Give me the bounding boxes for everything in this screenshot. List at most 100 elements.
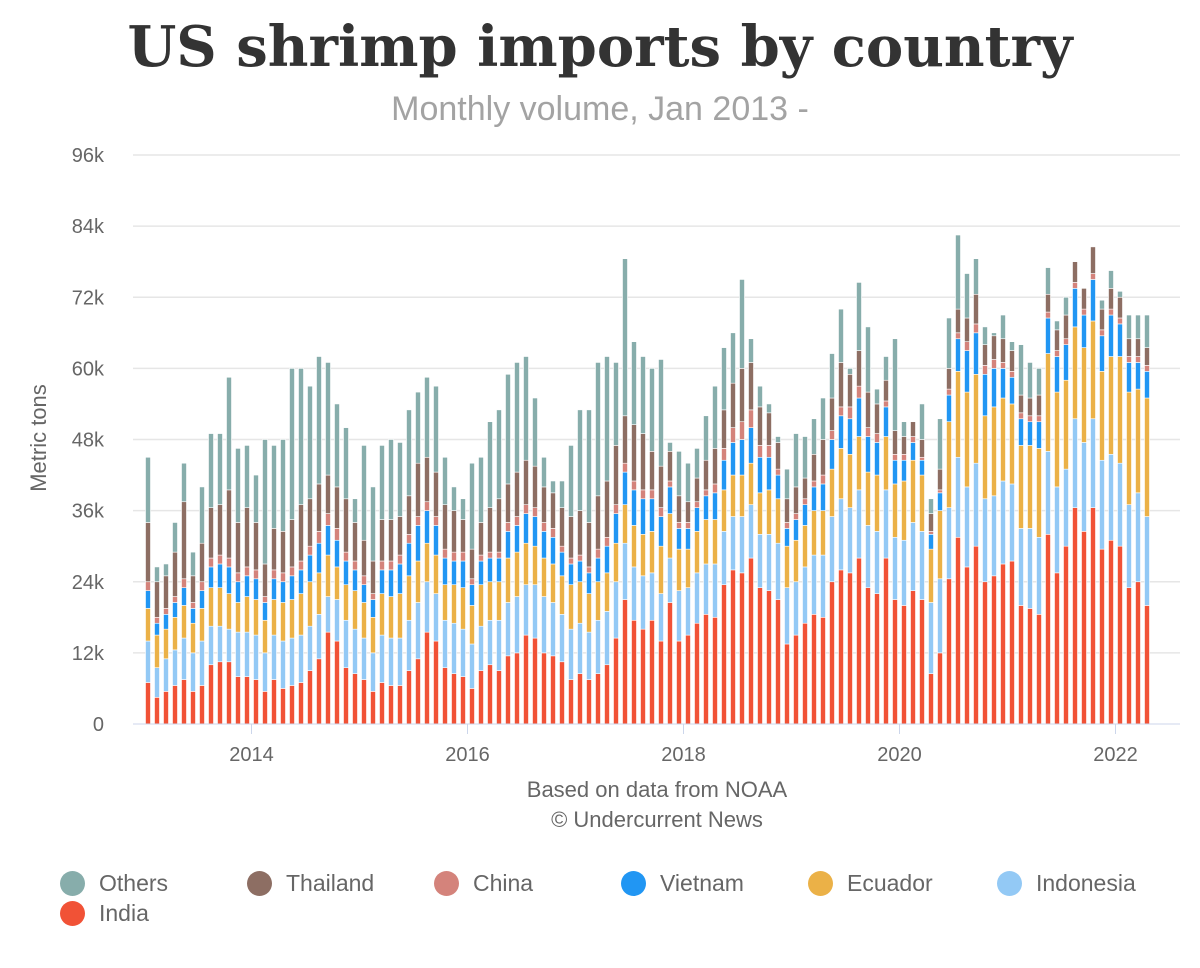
bar-segment-thailand[interactable] <box>226 489 232 559</box>
bar-segment-india[interactable] <box>811 614 817 725</box>
bar-segment-indonesia[interactable] <box>964 486 970 568</box>
bar-segment-ecuador[interactable] <box>703 519 709 565</box>
bar-segment-china[interactable] <box>244 566 250 577</box>
bar-segment-others[interactable] <box>172 522 178 553</box>
bar-segment-china[interactable] <box>856 385 862 399</box>
bar-segment-indonesia[interactable] <box>298 634 304 683</box>
bar-segment-vietnam[interactable] <box>775 474 781 500</box>
bar-segment-indonesia[interactable] <box>1000 480 1006 565</box>
bar-segment-india[interactable] <box>775 599 781 725</box>
bar-segment-china[interactable] <box>649 489 655 500</box>
bar-segment-others[interactable] <box>1126 314 1132 340</box>
legend-item-china[interactable]: China <box>434 868 533 898</box>
bar-segment-thailand[interactable] <box>253 522 259 571</box>
bar-segment-india[interactable] <box>847 572 853 725</box>
bar-segment-ecuador[interactable] <box>631 525 637 568</box>
bar-segment-vietnam[interactable] <box>838 415 844 449</box>
bar-segment-ecuador[interactable] <box>469 605 475 645</box>
bar-segment-thailand[interactable] <box>172 551 178 597</box>
bar-segment-india[interactable] <box>982 581 988 725</box>
bar-segment-india[interactable] <box>919 599 925 725</box>
bar-segment-india[interactable] <box>748 557 754 725</box>
bar-segment-others[interactable] <box>235 448 241 523</box>
bar-segment-china[interactable] <box>163 608 169 615</box>
bar-segment-others[interactable] <box>586 409 592 523</box>
bar-segment-ecuador[interactable] <box>343 584 349 621</box>
bar-segment-thailand[interactable] <box>1009 350 1015 372</box>
bar-segment-indonesia[interactable] <box>1009 483 1015 562</box>
bar-segment-others[interactable] <box>847 368 853 375</box>
bar-segment-indonesia[interactable] <box>217 625 223 663</box>
bar-segment-ecuador[interactable] <box>334 566 340 600</box>
bar-segment-ecuador[interactable] <box>856 436 862 491</box>
bar-segment-indonesia[interactable] <box>505 602 511 657</box>
bar-segment-thailand[interactable] <box>523 459 529 505</box>
bar-segment-china[interactable] <box>838 406 844 417</box>
bar-segment-thailand[interactable] <box>667 451 673 482</box>
bar-segment-ecuador[interactable] <box>676 548 682 591</box>
bar-segment-thailand[interactable] <box>217 504 223 556</box>
bar-segment-vietnam[interactable] <box>811 486 817 511</box>
bar-segment-indonesia[interactable] <box>1108 454 1114 541</box>
bar-segment-vietnam[interactable] <box>874 442 880 476</box>
bar-segment-ecuador[interactable] <box>397 593 403 639</box>
bar-segment-ecuador[interactable] <box>946 421 952 508</box>
bar-segment-ecuador[interactable] <box>244 596 250 633</box>
bar-segment-vietnam[interactable] <box>1018 418 1024 446</box>
bar-segment-vietnam[interactable] <box>1072 288 1078 328</box>
bar-segment-china[interactable] <box>1018 412 1024 420</box>
bar-segment-others[interactable] <box>325 362 331 476</box>
bar-segment-india[interactable] <box>892 599 898 725</box>
bar-segment-others[interactable] <box>460 498 466 520</box>
bar-segment-thailand[interactable] <box>586 522 592 568</box>
bar-segment-india[interactable] <box>451 673 457 725</box>
bar-segment-ecuador[interactable] <box>370 617 376 654</box>
bar-segment-vietnam[interactable] <box>433 525 439 556</box>
bar-segment-others[interactable] <box>244 445 250 508</box>
bar-segment-ecuador[interactable] <box>1108 356 1114 455</box>
bar-segment-others[interactable] <box>343 427 349 500</box>
bar-segment-indonesia[interactable] <box>1063 468 1069 547</box>
bar-segment-indonesia[interactable] <box>712 563 718 618</box>
bar-segment-vietnam[interactable] <box>964 350 970 393</box>
bar-segment-others[interactable] <box>829 353 835 399</box>
bar-segment-china[interactable] <box>784 522 790 529</box>
bar-segment-indonesia[interactable] <box>613 581 619 639</box>
bar-segment-india[interactable] <box>352 673 358 725</box>
bar-segment-china[interactable] <box>982 365 988 375</box>
bar-segment-thailand[interactable] <box>145 522 151 583</box>
bar-segment-ecuador[interactable] <box>919 474 925 532</box>
bar-segment-vietnam[interactable] <box>793 519 799 541</box>
bar-segment-vietnam[interactable] <box>487 557 493 583</box>
bar-segment-ecuador[interactable] <box>1063 379 1069 470</box>
bar-segment-china[interactable] <box>1099 329 1105 337</box>
bar-segment-china[interactable] <box>217 554 223 565</box>
bar-segment-ecuador[interactable] <box>712 519 718 565</box>
bar-segment-china[interactable] <box>712 483 718 494</box>
bar-segment-india[interactable] <box>955 536 961 725</box>
bar-segment-vietnam[interactable] <box>559 551 565 577</box>
bar-segment-others[interactable] <box>820 397 826 440</box>
bar-segment-india[interactable] <box>667 602 673 725</box>
bar-segment-thailand[interactable] <box>487 507 493 553</box>
bar-segment-thailand[interactable] <box>550 492 556 529</box>
bar-segment-vietnam[interactable] <box>388 569 394 597</box>
bar-segment-indonesia[interactable] <box>766 534 772 591</box>
bar-segment-china[interactable] <box>910 436 916 443</box>
bar-segment-others[interactable] <box>190 551 196 577</box>
bar-segment-thailand[interactable] <box>811 454 817 482</box>
bar-segment-india[interactable] <box>334 640 340 725</box>
bar-segment-china[interactable] <box>568 557 574 565</box>
bar-segment-china[interactable] <box>1090 273 1096 280</box>
bar-segment-others[interactable] <box>649 368 655 452</box>
bar-segment-vietnam[interactable] <box>784 528 790 547</box>
bar-segment-india[interactable] <box>757 587 763 725</box>
bar-segment-others[interactable] <box>568 445 574 517</box>
bar-segment-thailand[interactable] <box>532 465 538 508</box>
bar-segment-vietnam[interactable] <box>361 584 367 603</box>
bar-segment-india[interactable] <box>154 697 160 725</box>
bar-segment-vietnam[interactable] <box>973 332 979 375</box>
legend-item-others[interactable]: Others <box>60 868 168 898</box>
bar-segment-china[interactable] <box>703 489 709 497</box>
bar-segment-indonesia[interactable] <box>460 628 466 677</box>
